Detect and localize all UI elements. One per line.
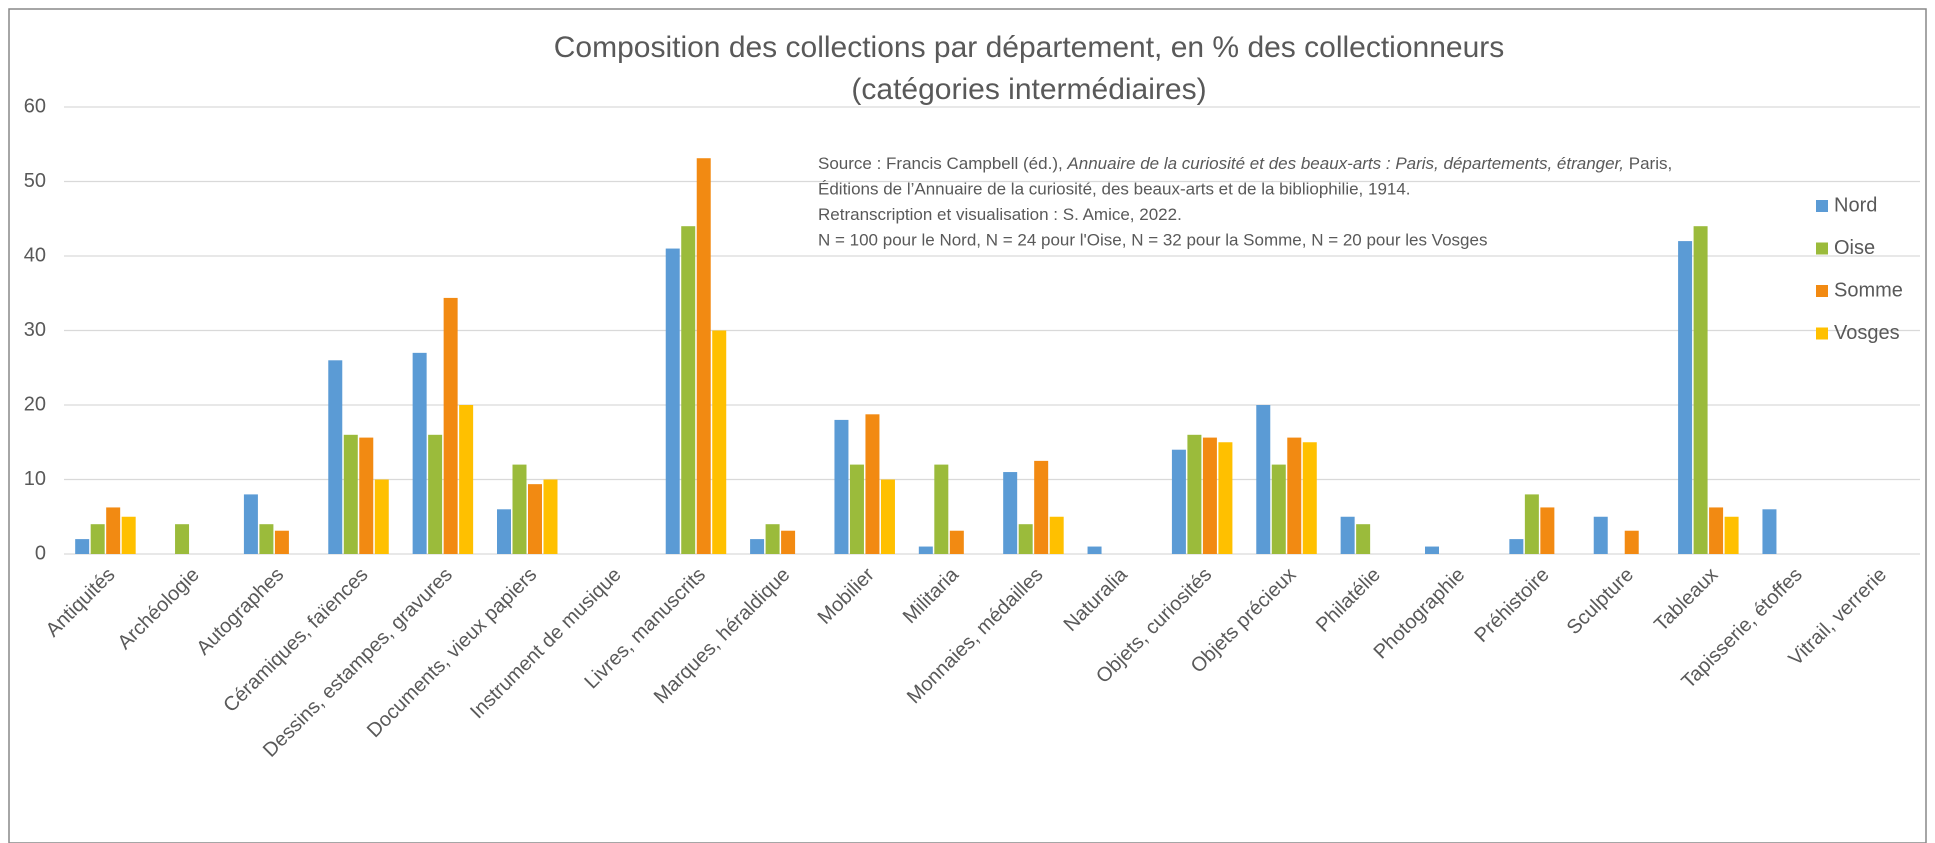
bar — [1171, 449, 1186, 554]
annotation: Source : Francis Campbell (éd.), Annuair… — [818, 154, 1672, 173]
bar — [328, 360, 343, 554]
bar — [665, 248, 680, 555]
bar — [865, 414, 880, 554]
bar — [1187, 434, 1202, 554]
legend-swatch — [1816, 242, 1828, 255]
bar — [1425, 546, 1439, 554]
bar — [106, 507, 121, 554]
bar — [1762, 509, 1777, 554]
bar — [681, 226, 696, 554]
bar — [459, 405, 474, 554]
annotation-part: Retranscription et visualisation : S. Am… — [818, 205, 1182, 224]
annotation: Retranscription et visualisation : S. Am… — [818, 205, 1182, 224]
bar — [934, 464, 949, 554]
bar — [696, 158, 711, 554]
legend-swatch — [1816, 200, 1828, 212]
bar — [1709, 507, 1724, 554]
bar — [374, 479, 389, 554]
bar — [1087, 546, 1102, 554]
bar — [1202, 437, 1217, 554]
bar — [750, 539, 765, 554]
annotation-part: N = 100 pour le Nord, N = 24 pour l'Oise… — [818, 231, 1487, 250]
bar — [1540, 507, 1555, 554]
annotation: N = 100 pour le Nord, N = 24 pour l'Oise… — [818, 231, 1487, 250]
bar — [412, 352, 427, 554]
bar — [1624, 530, 1639, 554]
bar — [90, 524, 105, 554]
bar — [1034, 460, 1049, 554]
bar — [1678, 241, 1693, 554]
annotation-part: Éditions de l’Annuaire de la curiosité, … — [818, 180, 1411, 199]
bar — [1509, 539, 1524, 554]
bar — [1524, 494, 1539, 554]
bar — [1271, 464, 1286, 554]
y-tick-label: 40 — [24, 244, 46, 266]
bar — [1049, 516, 1064, 554]
bar — [512, 464, 527, 554]
y-tick-label: 30 — [24, 319, 46, 341]
bar — [1256, 405, 1271, 554]
bar — [712, 330, 727, 554]
bar — [949, 530, 964, 554]
y-tick-label: 10 — [24, 468, 46, 490]
legend-swatch — [1816, 327, 1828, 340]
bar — [1287, 437, 1302, 554]
bar — [880, 479, 895, 554]
bar — [75, 539, 90, 554]
bar — [834, 419, 849, 554]
bar — [1356, 524, 1371, 554]
legend-label: Somme — [1834, 279, 1903, 301]
bar — [781, 530, 796, 554]
legend-label: Nord — [1834, 194, 1877, 216]
bar — [1003, 472, 1018, 554]
bar — [1593, 516, 1608, 554]
bar — [343, 434, 358, 554]
bar — [1018, 524, 1033, 554]
bar — [765, 524, 780, 554]
annotation-part: Paris, — [1624, 154, 1672, 173]
bar — [259, 524, 274, 554]
bar — [1340, 516, 1355, 554]
bar — [849, 464, 864, 554]
bar — [543, 479, 558, 554]
bar — [121, 516, 136, 554]
annotation-part: Annuaire de la curiosité et des beaux-ar… — [1066, 154, 1624, 173]
chart-title: (catégories intermédiaires) — [851, 73, 1206, 106]
bar — [1218, 442, 1233, 554]
bar — [175, 524, 190, 554]
legend-swatch — [1816, 285, 1828, 297]
bar — [243, 494, 258, 554]
bar — [497, 509, 511, 554]
y-tick-label: 20 — [24, 393, 46, 415]
bar — [274, 530, 289, 554]
bar — [918, 546, 933, 554]
bar — [443, 297, 458, 554]
bar — [528, 484, 542, 554]
chart-title: Composition des collections par départem… — [554, 31, 1505, 64]
bar — [428, 434, 443, 554]
y-tick-label: 0 — [35, 542, 46, 564]
y-tick-label: 60 — [24, 95, 46, 117]
annotation: Éditions de l’Annuaire de la curiosité, … — [818, 180, 1411, 199]
y-tick-label: 50 — [24, 170, 46, 192]
legend-label: Oise — [1834, 237, 1875, 259]
bar — [1693, 226, 1708, 554]
legend-label: Vosges — [1834, 322, 1900, 344]
annotation-part: Source : Francis Campbell (éd.), — [818, 154, 1067, 173]
bar — [1724, 516, 1739, 554]
bar — [359, 437, 374, 554]
bar — [1302, 442, 1317, 554]
